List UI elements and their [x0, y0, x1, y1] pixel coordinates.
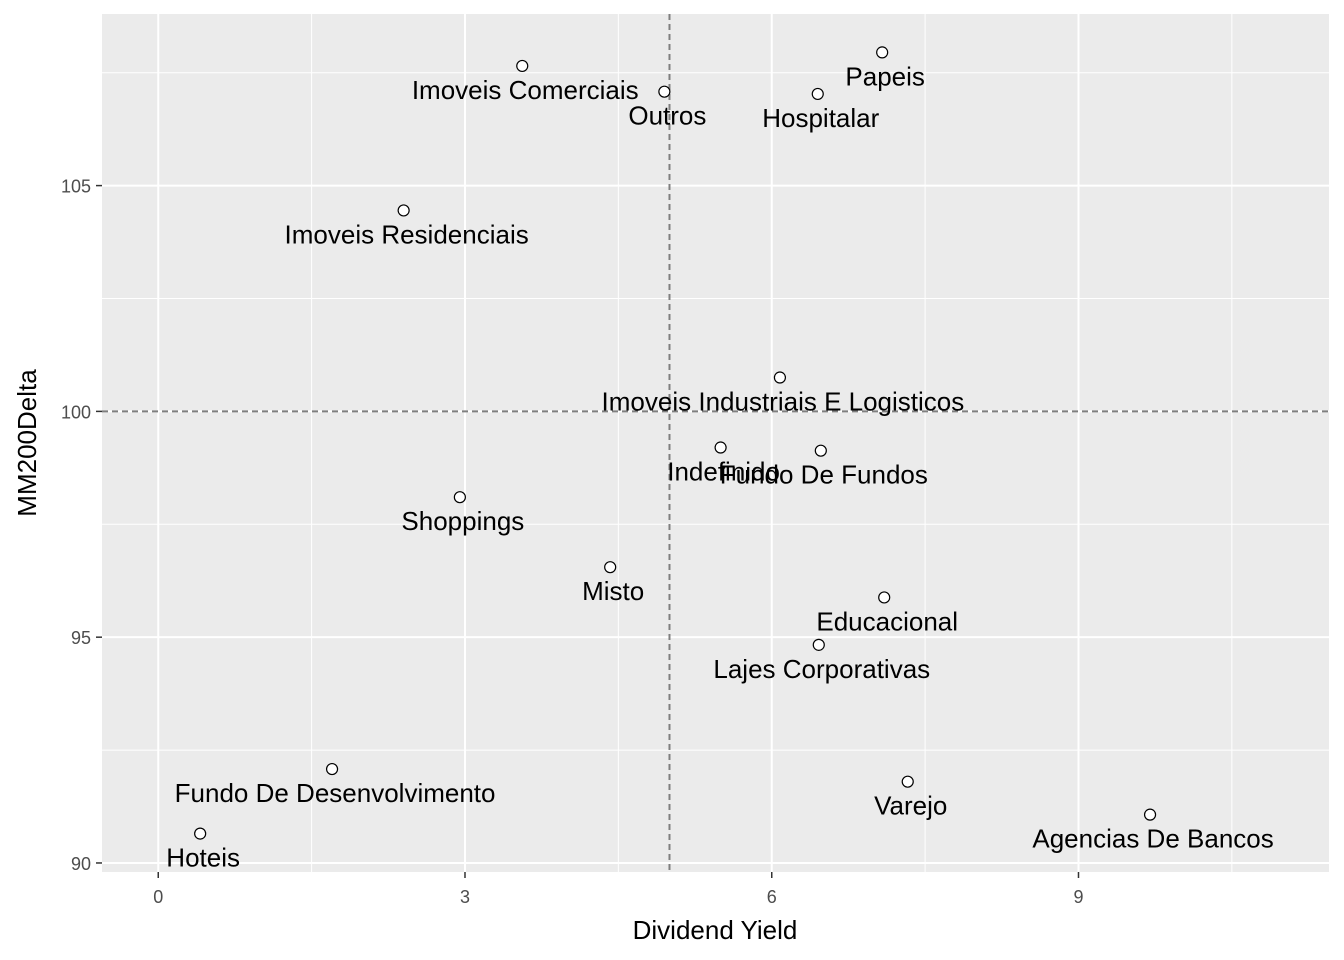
- point-misto: [604, 561, 617, 574]
- point-papeis: [876, 46, 889, 59]
- label-varejo: Varejo: [874, 791, 947, 821]
- y-axis-title: MM200Delta: [12, 369, 42, 517]
- label-hospitalar: Hospitalar: [762, 103, 879, 133]
- label-misto: Misto: [582, 576, 644, 606]
- point-imoveis-comerciais: [516, 59, 529, 73]
- x-tick-label: 6: [767, 887, 777, 907]
- point-fundo-de-desenvolvimento: [325, 762, 339, 776]
- label-papeis: Papeis: [845, 61, 925, 91]
- x-tick-label: 9: [1073, 887, 1083, 907]
- y-tick-label: 105: [61, 177, 91, 197]
- label-fundo-de-desenvolvimento: Fundo De Desenvolvimento: [175, 778, 496, 808]
- point-outros: [658, 85, 671, 98]
- point-lajes-corporativas: [812, 638, 825, 651]
- point-fundo-de-fundos: [814, 444, 827, 457]
- label-outros: Outros: [628, 101, 706, 131]
- axes: 0 3 6 9 90 95 100 105: [61, 177, 1084, 907]
- point-indefinido: [714, 441, 727, 454]
- label-educacional: Educacional: [816, 606, 958, 636]
- point-hoteis: [194, 827, 207, 840]
- point-varejo: [901, 775, 914, 788]
- x-tick-label: 3: [460, 887, 470, 907]
- point-shoppings: [453, 491, 466, 504]
- label-imoveis-industriais-e-logisticos: Imoveis Industriais E Logisticos: [602, 387, 965, 417]
- label-indefinido: Indefinido: [667, 457, 780, 487]
- y-tick-label: 95: [71, 628, 91, 648]
- point-imoveis-industriais-e-logisticos: [773, 371, 787, 384]
- minor-gridlines: [102, 14, 1329, 872]
- point-imoveis-residenciais: [397, 204, 410, 217]
- point-agencias-de-bancos: [1143, 808, 1157, 821]
- y-tick-label: 90: [71, 854, 91, 874]
- label-shoppings: Shoppings: [401, 506, 524, 536]
- x-axis-title: Dividend Yield: [633, 915, 798, 945]
- label-imoveis-residenciais: Imoveis Residenciais: [285, 219, 529, 249]
- data-points: [194, 46, 1157, 840]
- label-hoteis: Hoteis: [166, 843, 240, 873]
- point-educacional: [878, 591, 891, 604]
- label-fundo-de-fundos: Fundo De Fundos: [720, 460, 928, 490]
- label-agencias-de-bancos: Agencias De Bancos: [1032, 824, 1273, 854]
- label-lajes-corporativas: Lajes Corporativas: [713, 654, 930, 684]
- x-tick-label: 0: [153, 887, 163, 907]
- plot-panel: [102, 14, 1329, 872]
- label-imoveis-comerciais: Imoveis Comerciais: [412, 75, 639, 105]
- reference-lines: [102, 14, 1329, 872]
- point-hospitalar: [811, 87, 824, 101]
- y-tick-label: 100: [61, 402, 91, 422]
